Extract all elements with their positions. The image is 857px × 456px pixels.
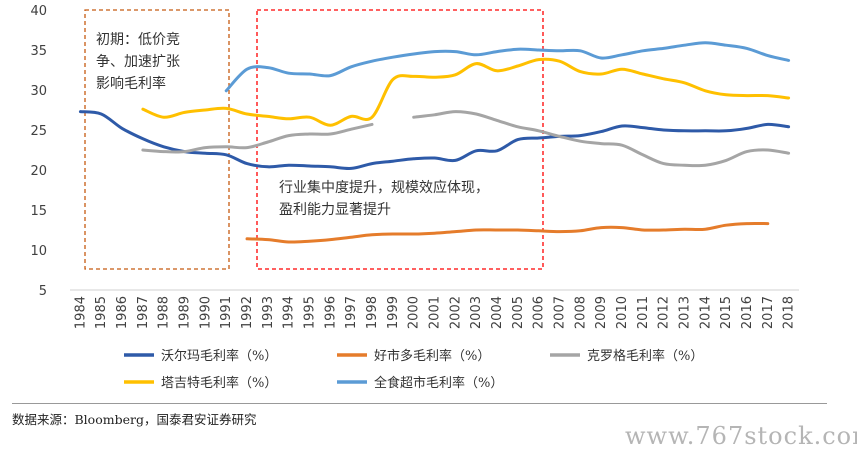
x-tick-label: 2007 — [552, 296, 567, 329]
x-tick-label: 1985 — [94, 296, 109, 329]
y-tick-label: 20 — [30, 164, 47, 179]
x-tick-label: 2017 — [761, 296, 776, 329]
legend-label-1: 好市多毛利率（%） — [374, 348, 490, 364]
x-tick-label: 2018 — [782, 296, 797, 329]
x-tick-label: 2010 — [615, 296, 630, 329]
y-tick-label: 35 — [30, 44, 47, 59]
x-tick-label: 2014 — [698, 296, 713, 329]
annotation-concentration-line-2: 盈利能力显著提升 — [279, 202, 391, 218]
series-line-2 — [141, 122, 374, 154]
x-tick-label: 1986 — [115, 296, 130, 329]
legend-label-4: 全食超市毛利率（%） — [374, 375, 503, 391]
series-line-3 — [141, 57, 791, 127]
x-tick-label: 1988 — [157, 296, 172, 329]
series-line-2 — [412, 110, 791, 168]
series-line-0 — [78, 110, 791, 170]
x-tick-label: 2000 — [407, 296, 422, 329]
x-tick-label: 2012 — [657, 296, 672, 329]
x-tick-label: 1984 — [73, 296, 88, 329]
watermark: www.767stock.com — [625, 422, 857, 450]
x-tick-label: 1995 — [303, 296, 318, 329]
annotation-early-line-2: 争、加速扩张 — [96, 54, 180, 70]
x-tick-label: 1997 — [344, 296, 359, 329]
annotation-text-early: 初期：低价竞 争、加速扩张 影响毛利率 — [96, 31, 180, 92]
x-tick-label: 2001 — [428, 296, 443, 329]
annotation-box-concentration — [256, 9, 544, 270]
x-tick-label: 2004 — [490, 296, 505, 329]
annotation-concentration-line-1: 行业集中度提升，规模效应体现， — [279, 179, 489, 196]
annotation-early-line-1: 初期：低价竞 — [96, 31, 180, 48]
series-line-4 — [224, 41, 791, 93]
y-tick-label: 10 — [30, 244, 47, 259]
x-tick-label: 2016 — [740, 296, 755, 329]
x-tick-label: 2009 — [594, 296, 609, 329]
series-lines — [78, 41, 791, 244]
x-tick-label: 2011 — [636, 296, 651, 329]
x-tick-label: 2005 — [511, 296, 526, 329]
line-chart: 5 10 15 20 25 30 35 40 1984 1985 1986 1987 1988 1989… — [30, 4, 799, 391]
x-tick-label: 1987 — [136, 296, 151, 329]
annotation-text-concentration: 行业集中度提升，规模效应体现， 盈利能力显著提升 — [279, 179, 489, 218]
legend-label-2: 克罗格毛利率（%） — [587, 348, 703, 364]
y-tick-label: 40 — [30, 4, 47, 19]
x-axis: 1984 1985 1986 1987 1988 1989 1990 1991 1992 1993… — [73, 296, 796, 329]
legend-label-3: 塔吉特毛利率（%） — [161, 375, 277, 391]
x-tick-label: 1992 — [240, 296, 255, 329]
x-tick-label: 1991 — [219, 296, 234, 329]
x-tick-label: 1994 — [282, 296, 297, 329]
x-tick-label: 1993 — [261, 296, 276, 329]
x-tick-label: 1998 — [365, 296, 380, 329]
legend: 沃尔玛毛利率（%） 好市多毛利率（%） 克罗格毛利率（%） 塔吉特毛利率（%） 全食超市… — [124, 348, 703, 391]
series-line-1 — [245, 221, 770, 244]
x-tick-label: 1989 — [178, 296, 193, 329]
x-tick-label: 2013 — [677, 296, 692, 329]
x-tick-label: 2008 — [573, 296, 588, 329]
annotation-early-line-3: 影响毛利率 — [96, 75, 166, 92]
x-tick-label: 2003 — [469, 296, 484, 329]
x-tick-label: 1999 — [386, 296, 401, 329]
y-tick-label: 30 — [30, 84, 47, 99]
x-tick-label: 2006 — [532, 296, 547, 329]
x-tick-label: 1990 — [198, 296, 213, 329]
x-tick-label: 2002 — [448, 296, 463, 329]
y-tick-label: 5 — [39, 284, 47, 299]
legend-label-0: 沃尔玛毛利率（%） — [161, 348, 277, 364]
x-tick-label: 2015 — [719, 296, 734, 329]
source-note: 数据来源：Bloomberg，国泰君安证券研究 — [12, 412, 257, 427]
y-axis: 5 10 15 20 25 30 35 40 — [30, 4, 47, 299]
y-tick-label: 25 — [30, 124, 47, 139]
y-tick-label: 15 — [30, 204, 47, 219]
x-tick-label: 1996 — [323, 296, 338, 329]
annotation-box-early — [84, 9, 230, 270]
divider — [12, 403, 827, 404]
